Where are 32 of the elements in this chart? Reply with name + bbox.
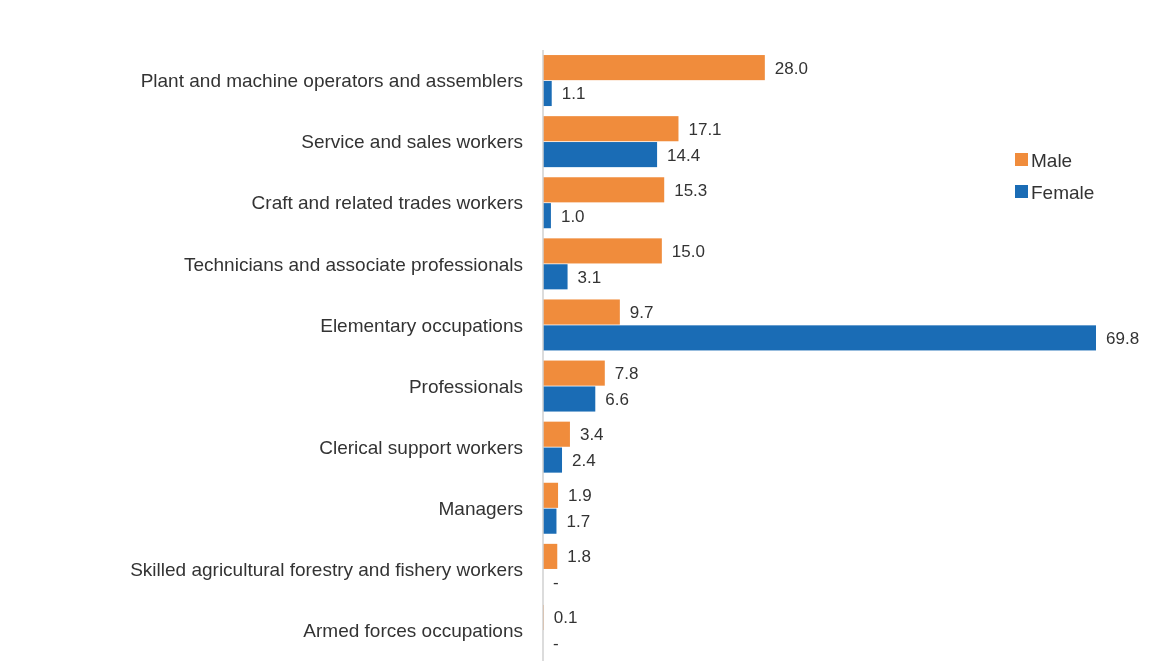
data-label: 69.8 bbox=[1106, 328, 1140, 348]
text: - bbox=[553, 573, 559, 593]
legend-label: Male bbox=[1031, 149, 1073, 171]
data-label: 1.8 bbox=[567, 547, 591, 567]
data-label: 3.1 bbox=[577, 267, 602, 287]
legend-label: Female bbox=[1031, 181, 1095, 203]
data-label: 1.7 bbox=[566, 512, 591, 532]
y-tick-label: Technicians and associate professionals bbox=[183, 253, 523, 275]
data-label: 15.0 bbox=[671, 241, 705, 261]
data-label: 14.4 bbox=[667, 145, 701, 165]
y-tick-label: Craft and related trades workers bbox=[251, 192, 523, 214]
y-tick-label: Skilled agricultural forestry and fishery workers bbox=[130, 559, 523, 580]
y-tick-label: Clerical support workers bbox=[319, 436, 523, 458]
y-tick-label: Professionals bbox=[408, 375, 523, 397]
y-tick-label: Service and sales workers bbox=[301, 131, 523, 153]
text: - bbox=[553, 634, 559, 654]
data-label: 15.3 bbox=[674, 180, 708, 200]
data-label: 0.1 bbox=[553, 608, 578, 628]
data-label: 7.8 bbox=[614, 364, 639, 384]
y-tick-label: Elementary occupations bbox=[320, 314, 523, 336]
data-label: 9.7 bbox=[629, 302, 654, 322]
y-tick-label: Armed forces occupations bbox=[303, 620, 523, 642]
y-tick-label: Plant and machine operators and assemblers bbox=[140, 70, 523, 92]
data-label: 2.4 bbox=[572, 451, 596, 471]
data-label: 6.6 bbox=[605, 389, 629, 409]
data-label: 3.4 bbox=[579, 425, 604, 445]
data-label: 28.0 bbox=[774, 58, 808, 78]
y-tick-label: Managers bbox=[438, 497, 523, 519]
data-label: 1.1 bbox=[561, 84, 586, 104]
data-label: 1.0 bbox=[560, 206, 585, 226]
data-label: 17.1 bbox=[688, 119, 722, 139]
data-label: 1.9 bbox=[568, 486, 592, 506]
